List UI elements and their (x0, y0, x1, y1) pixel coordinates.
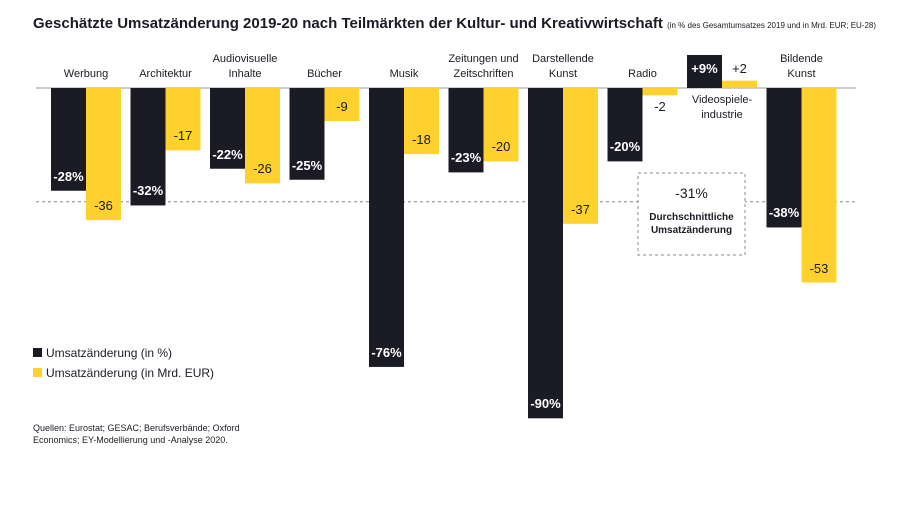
category-label: Videospiele- industrie (691, 94, 753, 121)
value-label: -2 (654, 99, 666, 115)
value-label: -36 (94, 198, 113, 214)
bar (563, 88, 598, 224)
value-label: -28% (53, 168, 84, 184)
value-label: -20 (491, 139, 511, 155)
bar (642, 88, 678, 96)
value-label: -25% (291, 157, 323, 173)
bar (165, 88, 201, 151)
value-label: -22% (212, 146, 243, 162)
legend-label: Umsatzänderung (in Mrd. EUR) (46, 366, 215, 380)
legend-swatch (33, 348, 42, 357)
bar (369, 88, 404, 367)
category-label: Radio (628, 68, 657, 80)
value-label: -17 (173, 128, 193, 144)
bar (404, 88, 439, 155)
category-label: Audiovisuelle Inhalte (212, 53, 278, 80)
average-text: Durchschnittliche Umsatzänderung (649, 212, 734, 236)
average-label: -31% (675, 185, 708, 201)
bar (86, 88, 121, 221)
value-label: -20% (609, 139, 641, 155)
category-label: Musik (389, 68, 419, 80)
source-note: Quellen: Eurostat; GESAC; Berufsverbände… (33, 423, 240, 445)
category-label: Bücher (307, 68, 342, 80)
bar (801, 88, 837, 283)
value-label: -76% (371, 344, 402, 360)
bar (289, 88, 325, 180)
value-label: -53 (809, 260, 829, 276)
bar (448, 88, 484, 173)
legend-swatch (33, 368, 42, 377)
title-text: Geschätzte Umsatzänderung 2019-20 nach T… (33, 15, 663, 32)
legend-label: Umsatzänderung (in %) (46, 346, 173, 360)
value-label: -23% (450, 150, 482, 166)
value-label: -90% (530, 396, 561, 412)
bar (528, 88, 563, 419)
bar (483, 88, 519, 162)
bar (130, 88, 166, 206)
subtitle: (in % des Gesamtumsatzes 2019 und in Mrd… (667, 21, 877, 30)
value-label: -32% (132, 183, 164, 199)
category-label: Darstellende Kunst (532, 53, 594, 80)
chart-title: Geschätzte Umsatzänderung 2019-20 nach T… (33, 16, 876, 33)
value-label: -37 (571, 201, 590, 217)
value-label: -18 (412, 132, 431, 148)
category-label: Bildende Kunst (780, 53, 823, 80)
bar (324, 88, 360, 122)
bar (607, 88, 643, 162)
category-label: Werbung (63, 68, 109, 80)
bar (766, 88, 802, 228)
value-label: -26 (253, 161, 272, 177)
bar (210, 88, 245, 169)
category-label: Zeitungen und Zeitschriften (448, 53, 519, 80)
value-label: +9% (691, 60, 718, 76)
bar (722, 80, 757, 88)
bar (51, 88, 86, 191)
value-label: +2 (732, 60, 747, 76)
value-label: -9 (336, 99, 348, 115)
bar (687, 54, 722, 88)
category-label: Architektur (139, 68, 192, 80)
average-box (637, 172, 746, 256)
value-label: -38% (768, 205, 800, 221)
bar (245, 88, 280, 184)
